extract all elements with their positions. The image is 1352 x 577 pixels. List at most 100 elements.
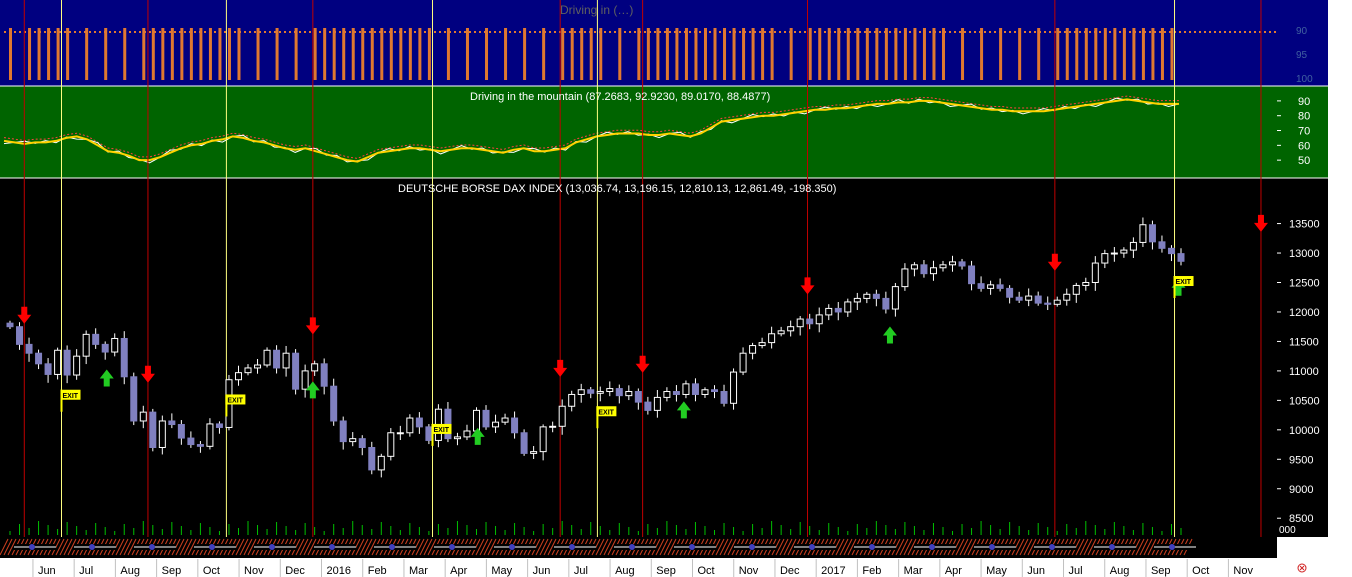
hatch-line	[667, 538, 677, 556]
candle	[1110, 247, 1118, 262]
candle-body	[368, 447, 376, 471]
top-panel-title: Driving in (…)	[560, 3, 633, 17]
top-dot	[759, 31, 761, 33]
hatch-line	[543, 538, 553, 556]
candle-body	[653, 396, 661, 411]
hatch-line	[355, 538, 365, 556]
top-bar	[485, 28, 489, 80]
top-bar-tall	[732, 28, 736, 80]
candle-body	[587, 389, 595, 394]
hatch-line	[487, 538, 497, 556]
top-dot	[1169, 31, 1171, 33]
top-dot	[494, 31, 496, 33]
hatch-line	[359, 538, 369, 556]
hatch-dot	[509, 544, 515, 550]
top-dot	[949, 31, 951, 33]
top-dot	[379, 31, 381, 33]
candle	[987, 280, 995, 295]
exit-marker: EXIT	[431, 423, 452, 446]
exit-marker: EXIT	[60, 389, 81, 412]
top-dot	[304, 31, 306, 33]
candle	[44, 358, 52, 383]
top-dot	[549, 31, 551, 33]
candle	[292, 349, 300, 395]
hatch-line	[959, 538, 969, 556]
top-bar-tall	[875, 28, 879, 80]
top-dot	[1034, 31, 1036, 33]
osc-tick-label: 70	[1298, 126, 1310, 138]
exit-box	[596, 406, 617, 417]
hatch-dot	[389, 544, 395, 550]
volume-bars	[9, 521, 1182, 535]
candle-body	[977, 283, 985, 289]
top-dot	[569, 31, 571, 33]
top-dot	[89, 31, 91, 33]
top-dot	[849, 31, 851, 33]
hatch-line	[307, 538, 317, 556]
x-tick-label: Jun	[1027, 565, 1045, 577]
candle-body	[949, 261, 957, 266]
top-dot	[1059, 31, 1061, 33]
oscillator-layer	[3, 95, 1180, 164]
hatch-line	[539, 538, 549, 556]
top-bar-tall	[218, 28, 222, 80]
top-dot	[1014, 31, 1016, 33]
candle	[968, 260, 976, 291]
y-tick-label: 10500	[1289, 395, 1320, 407]
top-dot	[44, 31, 46, 33]
hatch-dot	[929, 544, 935, 550]
hatch-line	[419, 538, 429, 556]
top-bar-tall	[808, 28, 812, 80]
top-dot	[769, 31, 771, 33]
candle-body	[530, 451, 538, 454]
x-tick-label: Jul	[1069, 565, 1083, 577]
candle-body	[1120, 249, 1128, 254]
x-tick-label: Aug	[615, 565, 635, 577]
hatch-line	[899, 538, 909, 556]
top-dot	[204, 31, 206, 33]
top-dot	[994, 31, 996, 33]
close-chart-icon[interactable]	[1297, 563, 1307, 573]
top-dot	[1009, 31, 1011, 33]
hatch-dot	[569, 544, 575, 550]
hatch-line	[363, 538, 373, 556]
top-dot	[929, 31, 931, 33]
x-tick-label: May	[986, 565, 1007, 577]
top-bar-tall	[380, 28, 384, 80]
candle	[891, 283, 899, 317]
top-bar	[85, 28, 89, 80]
top-dot	[519, 31, 521, 33]
top-bar-tall	[827, 28, 831, 80]
top-dot	[1109, 31, 1111, 33]
top-tick-label: 95	[1296, 50, 1308, 61]
top-bar-tall	[161, 28, 165, 80]
top-dot	[179, 31, 181, 33]
top-dot	[194, 31, 196, 33]
top-dot	[109, 31, 111, 33]
top-dot	[349, 31, 351, 33]
price-axis-main-bg	[1277, 178, 1328, 537]
top-dot	[859, 31, 861, 33]
hatch-dot	[1169, 544, 1175, 550]
top-dot	[1069, 31, 1071, 33]
top-bar-tall	[561, 28, 565, 80]
hatch-line	[1027, 538, 1037, 556]
exit-marker: EXIT	[596, 406, 617, 429]
candle	[711, 385, 719, 399]
candle-body	[311, 363, 319, 372]
candle	[691, 378, 699, 402]
top-dot	[279, 31, 281, 33]
top-bar-tall	[361, 28, 365, 80]
candle-body	[120, 337, 128, 378]
top-dot	[339, 31, 341, 33]
x-tick-label: Nov	[1233, 565, 1253, 577]
main-panel-bg	[0, 178, 1277, 537]
exit-label: EXIT	[598, 409, 614, 416]
candle-body	[301, 370, 309, 390]
top-bar-tall	[151, 28, 155, 80]
candle	[796, 316, 804, 336]
x-tick-label: Mar	[409, 565, 428, 577]
y-tick-label: 10000	[1289, 425, 1320, 437]
hatch-line	[295, 538, 305, 556]
candle	[1177, 248, 1185, 266]
